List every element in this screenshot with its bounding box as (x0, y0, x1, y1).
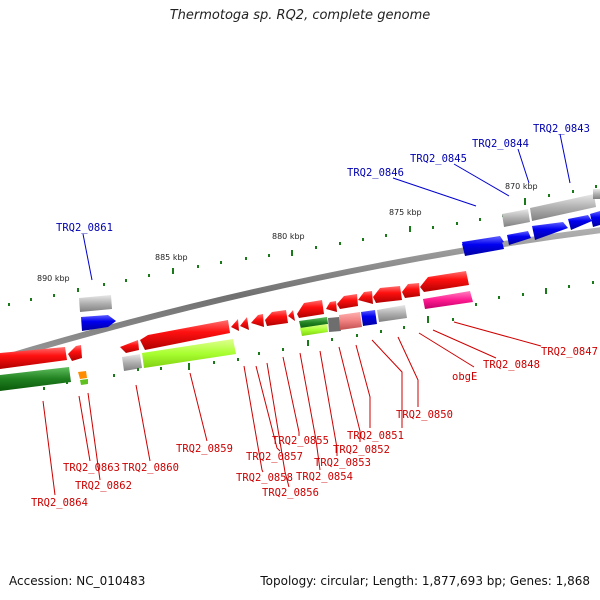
gene-label-trq2-0860[interactable]: TRQ2_0860 (122, 462, 179, 474)
gene-label-trq2-0845[interactable]: TRQ2_0845 (410, 153, 467, 165)
forward-rna-features (79, 189, 600, 312)
scale-label-880: 880 kbp (272, 232, 305, 241)
gene-label-trq2-0848[interactable]: TRQ2_0848 (483, 359, 540, 371)
gene-label-trq2-0857[interactable]: TRQ2_0857 (246, 451, 303, 463)
reverse-rna-features (0, 291, 473, 391)
inner-ticks (43, 281, 594, 390)
gene-label-trq2-0853[interactable]: TRQ2_0853 (314, 457, 371, 469)
gene-label-trq2-0856[interactable]: TRQ2_0856 (262, 487, 319, 499)
gene-label-trq2-0859[interactable]: TRQ2_0859 (176, 443, 233, 455)
gene-label-trq2-0851[interactable]: TRQ2_0851 (347, 430, 404, 442)
gene-label-trq2-0847[interactable]: TRQ2_0847 (541, 346, 598, 358)
reverse-cds-track (0, 271, 469, 369)
gene-label-trq2-0846[interactable]: TRQ2_0846 (347, 167, 404, 179)
scale-label-870: 870 kbp (505, 182, 538, 191)
accession-text: Accession: NC_010483 (9, 574, 146, 588)
gene-label-trq2-0854[interactable]: TRQ2_0854 (296, 471, 353, 483)
gene-label-trq2-0843[interactable]: TRQ2_0843 (533, 123, 590, 135)
forward-cds-track (81, 211, 600, 331)
map-title: Thermotoga sp. RQ2, complete genome (169, 8, 431, 23)
gene-label-trq2-0858[interactable]: TRQ2_0858 (236, 472, 293, 484)
gene-label-trq2-0864[interactable]: TRQ2_0864 (31, 497, 88, 509)
genome-info-text: Topology: circular; Length: 1,877,693 bp… (260, 574, 590, 588)
scale-label-885: 885 kbp (155, 253, 188, 262)
genome-backbone (0, 227, 600, 363)
scale-label-890: 890 kbp (37, 274, 70, 283)
reverse-leader-lines (42, 321, 542, 496)
gene-label-trq2-0863[interactable]: TRQ2_0863 (63, 462, 120, 474)
scale-ticks (8, 185, 597, 306)
gene-label-obge[interactable]: obgE (452, 371, 477, 383)
gene-label-trq2-0861[interactable]: TRQ2_0861 (56, 222, 113, 234)
gene-label-trq2-0855[interactable]: TRQ2_0855 (272, 435, 329, 447)
gene-label-trq2-0850[interactable]: TRQ2_0850 (396, 409, 453, 421)
gene-label-trq2-0862[interactable]: TRQ2_0862 (75, 480, 132, 492)
gene-label-trq2-0852[interactable]: TRQ2_0852 (333, 444, 390, 456)
forward-leader-lines (82, 133, 571, 281)
gene-label-trq2-0844[interactable]: TRQ2_0844 (472, 138, 529, 150)
scale-label-875: 875 kbp (389, 208, 422, 217)
